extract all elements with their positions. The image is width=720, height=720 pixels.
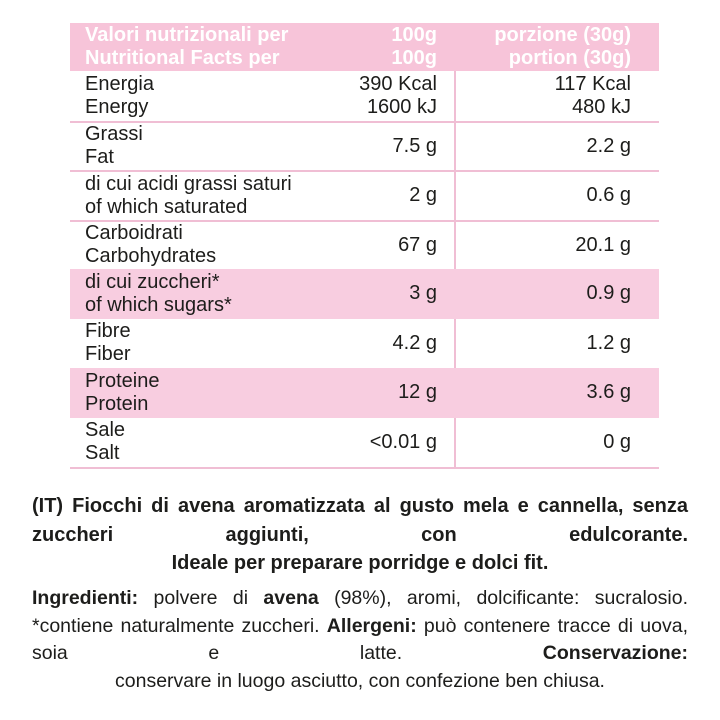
- ingredients-section: Ingredienti: polvere di avena (98%), aro…: [32, 585, 688, 695]
- row-value-100g: 7.5 g: [392, 134, 437, 157]
- table-row-fat: Grassi Fat 7.5 g 2.2 g: [70, 120, 659, 171]
- table-row-protein: Proteine Protein 12 g 3.6 g: [70, 368, 659, 418]
- row-label-it: Energia: [85, 72, 154, 95]
- table-row-salt: Sale Salt <0.01 g 0 g: [70, 418, 659, 468]
- row-label-en: of which saturated: [85, 195, 248, 218]
- row-value-portion: 3.6 g: [586, 381, 631, 404]
- row-value-100g: 4.2 g: [392, 331, 437, 354]
- header-title-en: Nutritional Facts per: [85, 47, 280, 69]
- row-label-en: Fiber: [85, 343, 131, 366]
- row-value-portion: 20.1 g: [575, 233, 631, 256]
- table-header: Valori nutrizionali per Nutritional Fact…: [70, 23, 659, 71]
- row-value-100g: 390 Kcal: [359, 72, 437, 95]
- row-label-en: Protein: [85, 392, 149, 415]
- header-title-it: Valori nutrizionali per: [85, 24, 289, 46]
- table-row-saturated: di cui acidi grassi saturi of which satu…: [70, 170, 659, 220]
- row-value-portion: 480 kJ: [572, 95, 631, 118]
- table-body: Energia Energy 390 Kcal 1600 kJ 117 Kcal…: [70, 71, 659, 469]
- header-portion: porzione (30g) portion (30g): [455, 24, 659, 70]
- storage-line: conservare in luogo asciutto, con confez…: [115, 669, 605, 692]
- row-value-100g: 67 g: [398, 233, 437, 256]
- table-row-carbohydrates: Carboidrati Carbohydrates 67 g 20.1 g: [70, 219, 659, 270]
- row-value-100g: <0.01 g: [369, 430, 437, 453]
- table-row-fiber: Fibre Fiber 4.2 g 1.2 g: [70, 319, 659, 369]
- row-value-portion: 0 g: [603, 430, 631, 453]
- row-value-100g: 3 g: [409, 282, 437, 305]
- header-portion-en: portion (30g): [508, 47, 631, 69]
- description-tagline: Ideale per preparare porridge e dolci fi…: [171, 552, 549, 574]
- row-value-100g: 1600 kJ: [366, 95, 437, 118]
- table-row-sugars: di cui zuccheri* of which sugars* 3 g 0.…: [70, 269, 659, 319]
- row-value-portion: 1.2 g: [586, 331, 631, 354]
- header-per100: 100g 100g: [345, 24, 455, 70]
- row-value-portion: 0.9 g: [586, 282, 631, 305]
- row-label-en: Salt: [85, 442, 120, 465]
- row-value-portion: 2.2 g: [586, 134, 631, 157]
- row-label-en: of which sugars*: [85, 293, 232, 316]
- row-label-it: Carboidrati: [85, 222, 183, 245]
- table-row-energy: Energia Energy 390 Kcal 1600 kJ 117 Kcal…: [70, 71, 659, 121]
- row-label-it: di cui zuccheri*: [85, 270, 220, 293]
- row-label-it: di cui acidi grassi saturi: [85, 172, 292, 195]
- row-value-100g: 12 g: [398, 381, 437, 404]
- row-label-it: Sale: [85, 419, 126, 442]
- ingredients-text: Ingredienti: polvere di avena (98%), aro…: [32, 587, 688, 664]
- row-label-en: Fat: [85, 146, 114, 169]
- row-label-it: Grassi: [85, 123, 143, 146]
- description-main: (IT) Fiocchi di avena aromatizzata al gu…: [32, 495, 688, 546]
- header-per100-en: 100g: [391, 47, 437, 69]
- nutrition-table: Valori nutrizionali per Nutritional Fact…: [70, 23, 659, 469]
- row-value-portion: 0.6 g: [586, 184, 631, 207]
- header-per100-it: 100g: [391, 24, 437, 46]
- row-value-portion: 117 Kcal: [554, 72, 631, 95]
- row-label-en: Carbohydrates: [85, 245, 217, 268]
- row-label-en: Energy: [85, 95, 149, 118]
- header-portion-it: porzione (30g): [494, 24, 631, 46]
- row-label-it: Proteine: [85, 369, 160, 392]
- product-description: (IT) Fiocchi di avena aromatizzata al gu…: [32, 492, 688, 578]
- row-label-it: Fibre: [85, 320, 131, 343]
- header-title: Valori nutrizionali per Nutritional Fact…: [70, 24, 345, 70]
- row-value-100g: 2 g: [409, 184, 437, 207]
